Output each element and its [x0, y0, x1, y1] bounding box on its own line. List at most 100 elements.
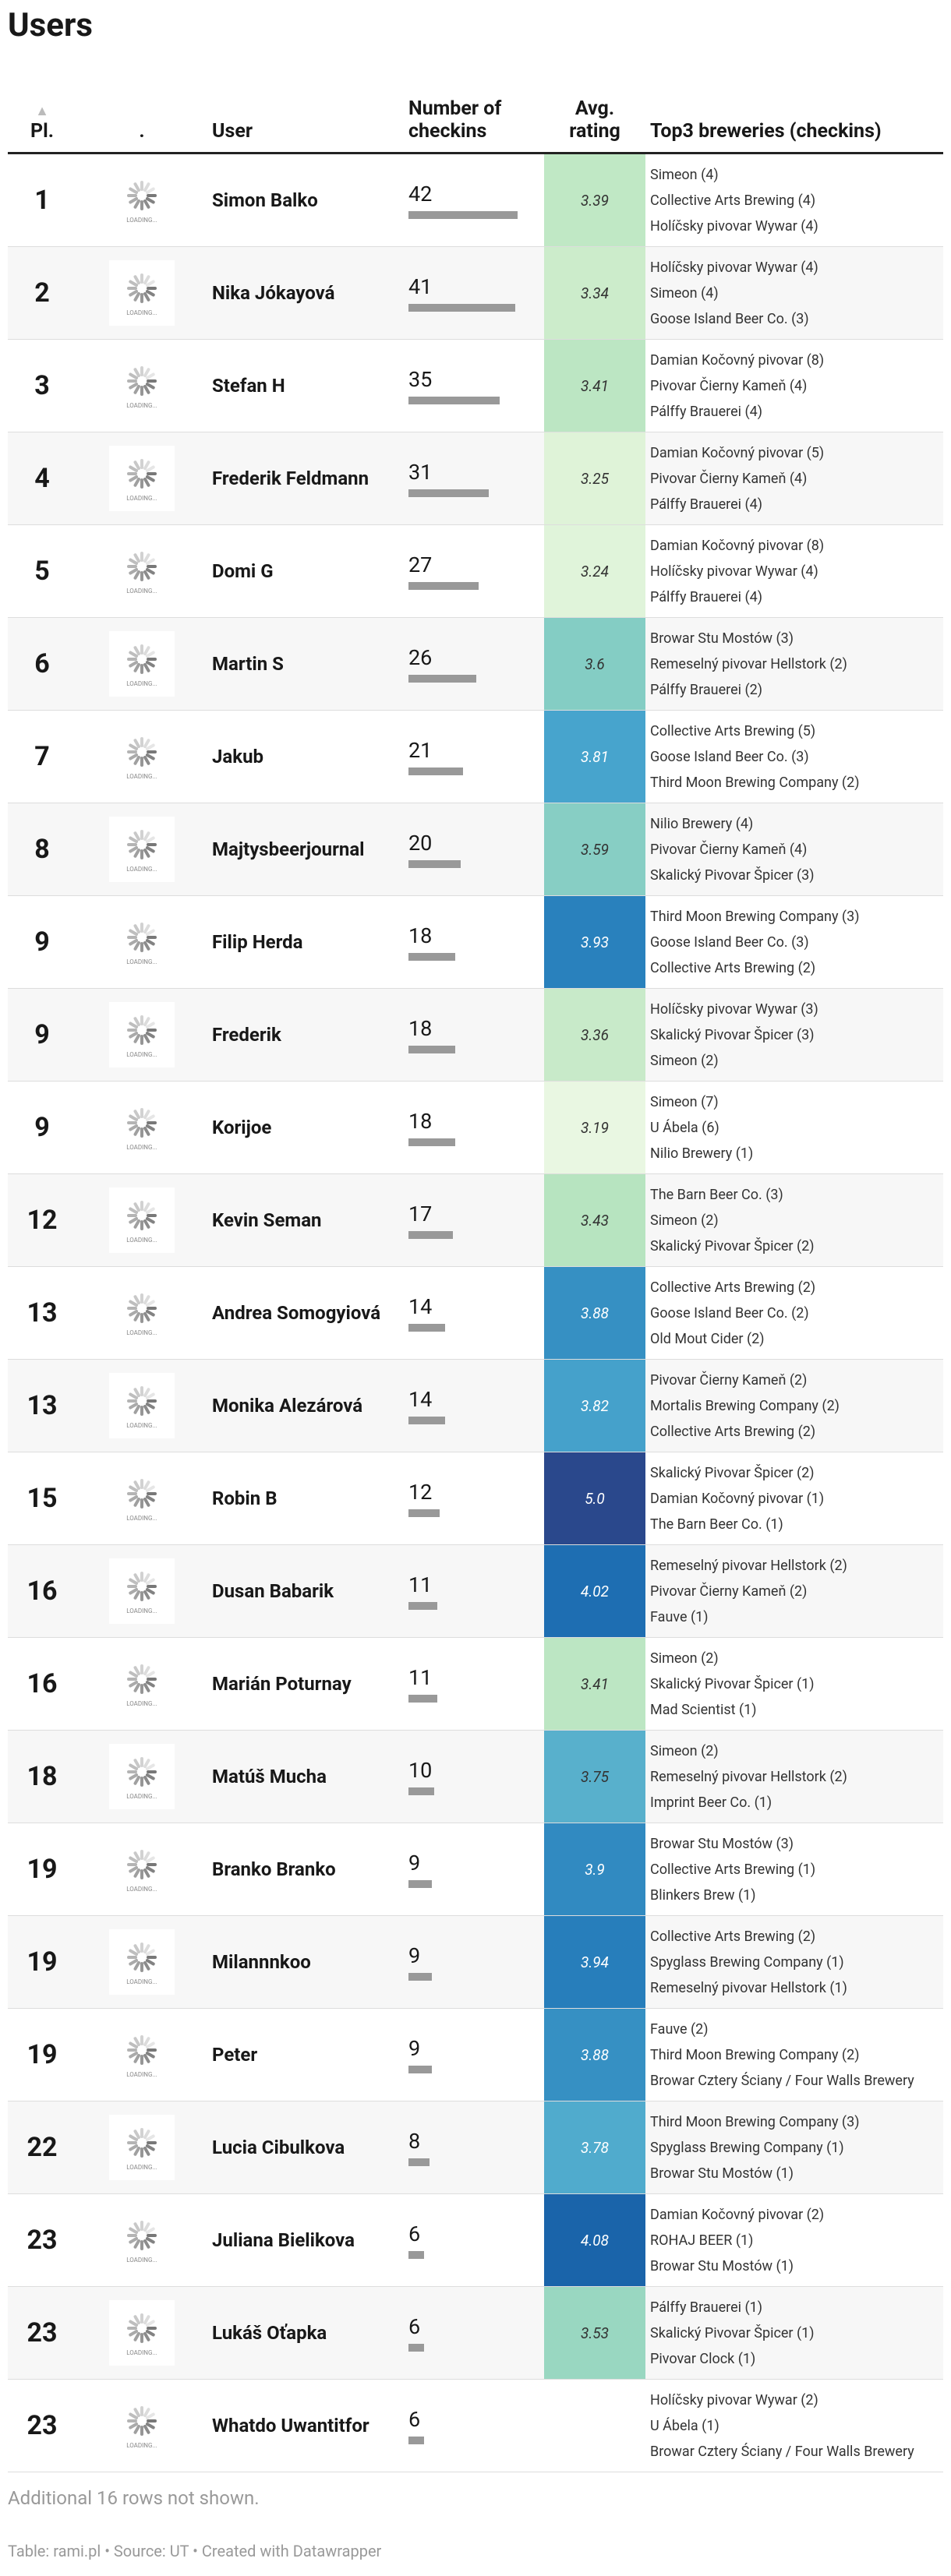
brewery: Spyglass Brewing Company (1) [650, 2139, 844, 2156]
brewery: Holíčsky pivovar Wywar (2) [650, 2391, 818, 2408]
breweries-cell: Simeon (2) Remeselný pivovar Hellstork (2… [645, 1730, 943, 1823]
user-name: Jakub [207, 710, 404, 803]
avatar: LOADING... [76, 2193, 207, 2287]
avatar: LOADING... [76, 1081, 207, 1174]
brewery: Old Mout Cider (2) [650, 1330, 765, 1347]
user-name: Dusan Babarik [207, 1544, 404, 1638]
table-row: 8 LOADING... Majtysbeerjournal 20 3.59 Nilio … [8, 803, 943, 896]
avatar: LOADING... [76, 2101, 207, 2194]
rating-value: 3.53 [581, 2324, 609, 2342]
place: 9 [8, 1081, 76, 1174]
header-row: ▲ Pl.. User Number of checkins Avg. rating To… [8, 78, 943, 154]
user-name: Nika Jókayová [207, 246, 404, 340]
breweries-cell: Fauve (2) Third Moon Brewing Company (2) B… [645, 2008, 943, 2101]
rating-cell: 3.24 [544, 524, 645, 618]
place: 22 [8, 2101, 76, 2194]
avatar: LOADING... [76, 246, 207, 340]
rating-cell: 3.36 [544, 988, 645, 1082]
place: 16 [8, 1544, 76, 1638]
table-row: 13 LOADING... Monika Alezárová 14 3.82 Pivova… [8, 1359, 943, 1452]
rating-cell: 3.88 [544, 1266, 645, 1360]
brewery: Pivovar Čierny Kameň (4) [650, 377, 808, 394]
checkins-value: 18 [408, 1109, 433, 1134]
place: 7 [8, 710, 76, 803]
checkins-value: 14 [408, 1294, 433, 1319]
checkins-bar [408, 211, 518, 219]
footer-note: Additional 16 rows not shown. [8, 2487, 260, 2509]
breweries-cell: Remeselný pivovar Hellstork (2) Pivovar Č… [645, 1544, 943, 1638]
svg-text:LOADING...: LOADING... [126, 1051, 157, 1058]
rating-cell: 3.19 [544, 1081, 645, 1174]
svg-text:LOADING...: LOADING... [126, 1607, 157, 1614]
svg-text:LOADING...: LOADING... [126, 1978, 157, 1985]
place: 16 [8, 1637, 76, 1731]
breweries-cell: Third Moon Brewing Company (3) Goose Isla… [645, 895, 943, 989]
column-header: Top3 breweries (checkins) [645, 78, 943, 154]
checkins-bar [408, 304, 515, 312]
rating-value: 3.88 [581, 1304, 609, 1322]
place: 18 [8, 1730, 76, 1823]
checkins-bar [408, 1602, 437, 1610]
checkins-cell: 8 [404, 2101, 544, 2194]
user-name: Frederik [207, 988, 404, 1082]
checkins-bar [408, 860, 461, 868]
rating-cell: 3.39 [544, 153, 645, 247]
svg-text:LOADING...: LOADING... [126, 217, 157, 224]
brewery: Remeselný pivovar Hellstork (1) [650, 1979, 847, 1996]
checkins-cell: 6 [404, 2379, 544, 2472]
avatar: LOADING... [76, 1544, 207, 1638]
table-row: 22 LOADING... Lucia Cibulkova 8 3.78 Third Mo… [8, 2101, 943, 2194]
place: 12 [8, 1173, 76, 1267]
brewery: Simeon (7) [650, 1093, 719, 1110]
avatar-image: LOADING... [109, 2115, 175, 2180]
brewery: Collective Arts Brewing (2) [650, 1928, 816, 1945]
table-row: 7 LOADING... Jakub 21 3.81 Collective Arts Br… [8, 710, 943, 803]
svg-text:LOADING...: LOADING... [126, 1793, 157, 1800]
checkins-bar [408, 1880, 432, 1888]
rating-value: 4.08 [581, 2231, 609, 2250]
checkins-bar [408, 1138, 455, 1146]
avatar: LOADING... [76, 710, 207, 803]
checkins-value: 35 [408, 367, 433, 392]
checkins-value: 18 [408, 1016, 433, 1041]
brewery: Remeselný pivovar Hellstork (2) [650, 1768, 847, 1785]
brewery: Collective Arts Brewing (5) [650, 722, 816, 739]
avatar-image: LOADING... [109, 260, 175, 326]
checkins-value: 9 [408, 2036, 421, 2061]
brewery: Pálffy Brauerei (2) [650, 681, 763, 698]
brewery: Browar Cztery Ściany / Four Walls Brewer… [650, 2072, 914, 2089]
table-row: 6 LOADING... Martin S 26 3.6 Browar Stu Mostó… [8, 617, 943, 711]
table-row: 23 LOADING... Lukáš Oťapka 6 3.53 Pálffy Brau… [8, 2286, 943, 2380]
brewery: Collective Arts Brewing (2) [650, 1423, 816, 1440]
rating-cell: 3.59 [544, 803, 645, 896]
brewery: Goose Island Beer Co. (3) [650, 310, 809, 327]
avatar-image: LOADING... [109, 1837, 175, 1902]
svg-text:LOADING...: LOADING... [126, 309, 157, 316]
table-row: 5 LOADING... Domi G 27 3.24 Damian Kočovný pi… [8, 524, 943, 618]
checkins-value: 31 [408, 460, 433, 485]
brewery: Mad Scientist (1) [650, 1701, 757, 1718]
avatar: LOADING... [76, 524, 207, 618]
place: 1 [8, 153, 76, 247]
brewery: Holíčsky pivovar Wywar (4) [650, 217, 818, 235]
checkins-bar [408, 953, 455, 961]
brewery: Simeon (2) [650, 1052, 719, 1069]
brewery: Browar Cztery Ściany / Four Walls Brewer… [650, 2443, 914, 2460]
checkins-bar [408, 1695, 437, 1703]
avatar-image: LOADING... [109, 724, 175, 789]
avatar-image: LOADING... [109, 538, 175, 604]
column-header: ▲ Pl. [8, 78, 76, 154]
brewery: Third Moon Brewing Company (2) [650, 2046, 860, 2063]
table-row: 9 LOADING... Filip Herda 18 3.93 Third Moon B… [8, 895, 943, 989]
avatar: LOADING... [76, 432, 207, 525]
breweries-cell: Collective Arts Brewing (2) Goose Island … [645, 1266, 943, 1360]
rating-value: 3.78 [581, 2138, 609, 2157]
rating-value: 3.36 [581, 1025, 609, 1044]
rating-value: 3.93 [581, 933, 609, 951]
avatar-image: LOADING... [109, 1466, 175, 1531]
avatar-image: LOADING... [109, 1187, 175, 1253]
checkins-value: 6 [408, 2314, 421, 2339]
avatar-image: LOADING... [109, 2393, 175, 2458]
place: 13 [8, 1266, 76, 1360]
users-table: ▲ Pl.. User Number of checkins Avg. rating To… [8, 78, 943, 2472]
